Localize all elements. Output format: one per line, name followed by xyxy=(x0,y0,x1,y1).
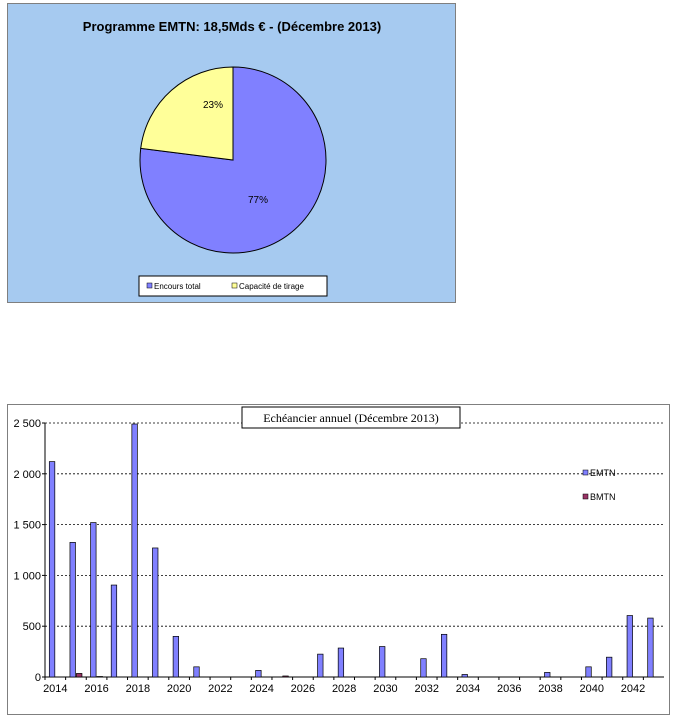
bar-emtn-2041 xyxy=(606,656,613,678)
pie-slice-1 xyxy=(140,66,234,161)
y-tick-label: 2 500 xyxy=(13,418,41,430)
pie-slice-label-0: 77% xyxy=(248,195,268,206)
bar-emtn-2014 xyxy=(48,461,56,678)
pie-slice-label-1: 23% xyxy=(203,100,223,111)
bar-emtn-2017 xyxy=(110,584,118,678)
bar-emtn-2018 xyxy=(131,423,138,678)
pie-chart-title: Programme EMTN: 18,5Mds € - (Décembre 20… xyxy=(83,19,381,34)
bar-emtn-2015 xyxy=(69,542,76,678)
bar-emtn-2038 xyxy=(544,672,551,678)
bar-bmtn-2025 xyxy=(282,675,289,678)
bar-emtn-2021 xyxy=(193,666,200,678)
pie-chart: Programme EMTN: 18,5Mds € - (Décembre 20… xyxy=(83,19,381,297)
bar-legend-swatch-1 xyxy=(582,493,589,500)
bar-emtn-2042 xyxy=(626,615,633,678)
x-tick-label: 2026 xyxy=(291,683,315,695)
y-tick-label: 0 xyxy=(35,672,41,684)
bar-emtn-2019 xyxy=(152,547,159,678)
x-tick-label: 2016 xyxy=(84,683,108,695)
bar-emtn-2024 xyxy=(255,670,262,678)
y-tick-label: 1 500 xyxy=(13,520,41,532)
bar-chart: 0 500 1 000 1 500 2 000 2 500 2014 2016 2018 2020… xyxy=(13,406,664,695)
pie-chart-panel: Programme EMTN: 18,5Mds € - (Décembre 20… xyxy=(7,3,456,303)
x-tick-label: 2014 xyxy=(43,683,67,695)
bar-emtn-2034 xyxy=(461,674,468,678)
bar-bmtn-2015 xyxy=(76,673,83,678)
y-tick-label: 500 xyxy=(23,621,41,633)
bar-chart-panel: 0 500 1 000 1 500 2 000 2 500 2014 2016 2018 2020… xyxy=(7,404,670,715)
bar-emtn-2030 xyxy=(379,646,386,678)
pie-legend-swatch-1 xyxy=(231,282,238,289)
bar-emtn-2033 xyxy=(441,633,448,678)
bar-chart-title: Echéancier annuel (Décembre 2013) xyxy=(263,411,439,425)
bar-legend-swatch-0 xyxy=(582,469,589,476)
pie-legend-swatch-0 xyxy=(146,282,153,289)
x-tick-label: 2020 xyxy=(167,683,191,695)
pie-legend-label-0: Encours total xyxy=(154,282,201,291)
bar-bmtn-2016 xyxy=(96,676,103,678)
bar-emtn-2016 xyxy=(90,522,97,678)
bar-emtn-2028 xyxy=(337,647,345,678)
bar-emtn-2032 xyxy=(420,658,427,678)
y-tick-label: 2 000 xyxy=(13,469,41,481)
bar-legend-label-0: EMTN xyxy=(590,468,616,478)
x-tick-label: 2024 xyxy=(249,683,273,695)
x-tick-label: 2018 xyxy=(126,683,150,695)
x-tick-label: 2032 xyxy=(414,683,438,695)
bar-legend-label-1: BMTN xyxy=(590,492,616,502)
x-tick-label: 2022 xyxy=(208,683,232,695)
x-tick-label: 2040 xyxy=(580,683,604,695)
pie-legend-label-1: Capacité de tirage xyxy=(239,282,304,291)
bar-emtn-2040 xyxy=(585,666,592,678)
x-tick-label: 2028 xyxy=(332,683,356,695)
y-tick-label: 1 000 xyxy=(13,570,41,582)
bar-emtn-2020 xyxy=(172,636,179,678)
bar-emtn-2027 xyxy=(317,653,324,678)
bar-emtn-2043 xyxy=(647,617,654,678)
x-tick-label: 2042 xyxy=(621,683,645,695)
x-tick-label: 2036 xyxy=(497,683,521,695)
x-tick-label: 2034 xyxy=(456,683,480,695)
bar-chart-title-box xyxy=(241,406,461,429)
x-tick-label: 2038 xyxy=(538,683,562,695)
x-tick-label: 2030 xyxy=(373,683,397,695)
